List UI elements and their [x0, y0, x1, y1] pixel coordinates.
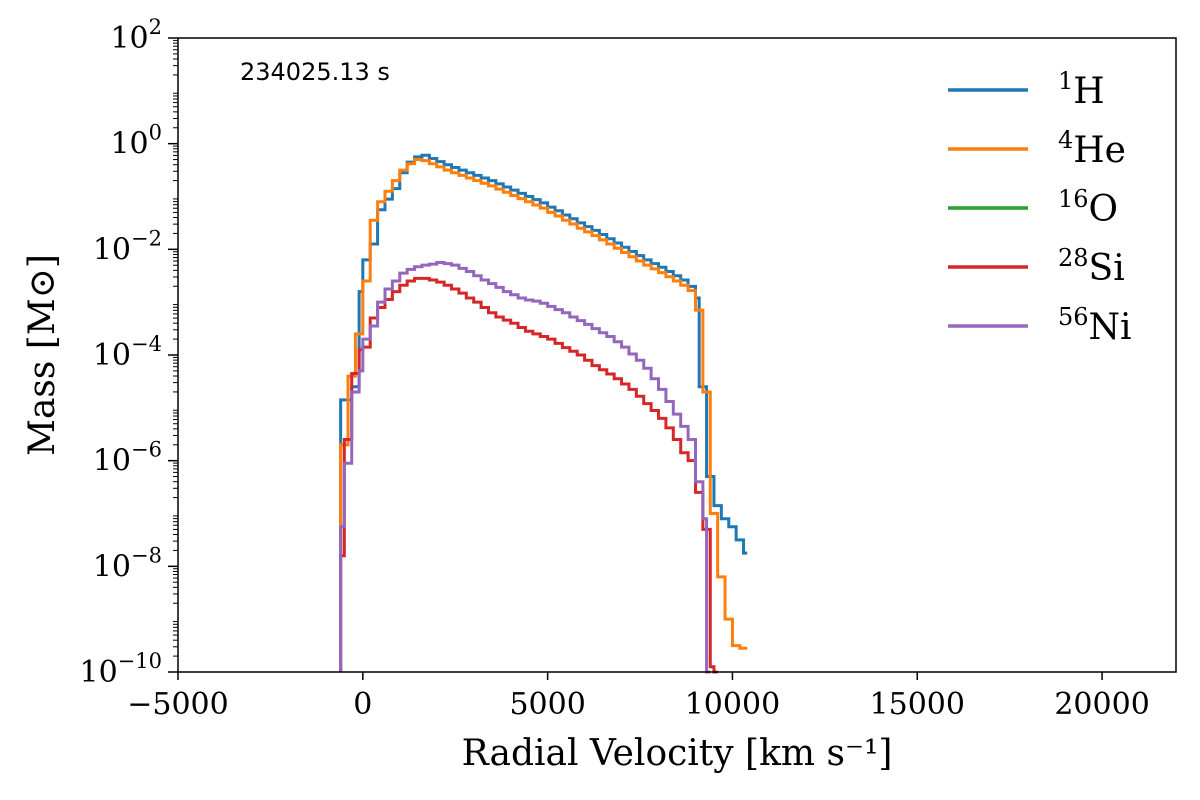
y-tick-exponent: −4	[131, 332, 162, 356]
y-tick-label: 10−6	[93, 438, 162, 479]
y-tick-base: 10	[93, 338, 131, 373]
legend-element-symbol: He	[1073, 130, 1126, 171]
y-tick-label: 102	[110, 15, 162, 56]
legend-element-symbol: Ni	[1089, 307, 1132, 348]
y-tick-exponent: 0	[149, 121, 162, 145]
legend-label-Si: 28Si	[1058, 244, 1125, 289]
y-tick-label: 100	[110, 121, 162, 162]
x-tick-label: −5000	[127, 687, 228, 722]
series-line-He	[339, 158, 748, 672]
y-tick-exponent: −10	[118, 649, 162, 673]
legend-label-Ni: 56Ni	[1058, 303, 1132, 348]
y-axis-label: Mass [M⊙]	[22, 254, 63, 456]
x-axis-label: Radial Velocity [km s⁻¹]	[462, 733, 893, 774]
series-layer	[339, 153, 748, 674]
legend-element-symbol: H	[1073, 71, 1104, 112]
y-tick-label: 10−8	[93, 543, 162, 584]
y-tick-label: 10−4	[93, 332, 162, 373]
y-tick-base: 10	[93, 549, 131, 584]
plot-frame	[177, 37, 1177, 673]
legend-label-H: 1H	[1058, 67, 1105, 112]
legend-label-O: 16O	[1058, 185, 1118, 230]
legend-mass-number: 16	[1058, 185, 1089, 213]
y-tick-base: 10	[110, 21, 148, 56]
series-line-Ni	[339, 261, 711, 674]
y-tick-base: 10	[93, 232, 131, 267]
y-tick-label: 10−10	[79, 649, 162, 690]
series-line-H	[339, 153, 748, 672]
x-tick-label: 5000	[509, 687, 585, 722]
x-axis: −5000 0 5000 10000 15000 20000	[127, 672, 1150, 722]
legend-mass-number: 56	[1058, 303, 1089, 331]
y-tick-base: 10	[79, 655, 117, 690]
legend-element-symbol: Si	[1089, 248, 1125, 289]
series-line-Si	[339, 276, 718, 674]
y-tick-label: 10−2	[93, 226, 162, 267]
legend-mass-number: 4	[1058, 126, 1073, 154]
legend-label-He: 4He	[1058, 126, 1126, 171]
x-tick-label: 20000	[1054, 687, 1149, 722]
x-tick-label: 15000	[870, 687, 965, 722]
legend-mass-number: 1	[1058, 67, 1073, 95]
y-tick-base: 10	[93, 444, 131, 479]
y-tick-base: 10	[110, 127, 148, 162]
legend-element-symbol: O	[1089, 189, 1119, 230]
time-annotation: 234025.13 s	[240, 58, 390, 86]
y-tick-exponent: −6	[131, 438, 162, 462]
x-tick-label: 0	[353, 687, 372, 722]
x-tick-label: 10000	[685, 687, 780, 722]
y-tick-exponent: 2	[149, 15, 162, 39]
y-tick-exponent: −8	[131, 543, 162, 567]
legend-mass-number: 28	[1058, 244, 1089, 272]
y-tick-exponent: −2	[131, 226, 162, 250]
